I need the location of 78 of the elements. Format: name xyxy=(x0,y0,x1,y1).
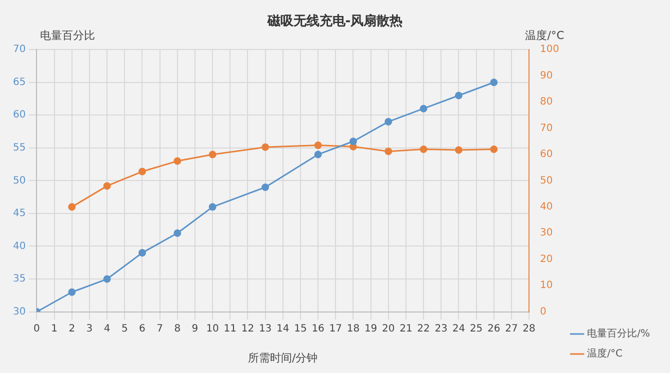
x-tick-label: 6 xyxy=(139,323,146,334)
legend-label: 温度/°C xyxy=(587,348,622,360)
chart-title: 磁吸无线充电-风扇散热 xyxy=(266,13,403,30)
x-tick-label: 18 xyxy=(346,323,360,334)
x-tick-label: 24 xyxy=(452,323,466,334)
x-tick-label: 13 xyxy=(258,323,272,334)
x-tick-label: 20 xyxy=(382,323,395,334)
y-tick-label: 50 xyxy=(12,175,26,186)
point xyxy=(208,150,216,158)
y2-tick-label: 100 xyxy=(540,44,560,56)
point xyxy=(454,92,462,100)
x-tick-label: 5 xyxy=(121,323,128,334)
point xyxy=(349,138,357,146)
x-tick-label: 28 xyxy=(522,323,536,334)
y-tick-label: 65 xyxy=(12,76,26,88)
point xyxy=(68,288,76,296)
y2-tick-label: 60 xyxy=(540,149,553,160)
point xyxy=(138,249,146,257)
point xyxy=(384,148,392,156)
point xyxy=(262,143,270,151)
x-tick-label: 27 xyxy=(505,323,518,334)
x-tick-label: 26 xyxy=(488,323,500,334)
y-tick-label: 45 xyxy=(12,208,26,220)
x-tick-label: 1 xyxy=(51,323,58,334)
legend-label: 电量百分比/% xyxy=(587,328,650,340)
x-tick-label: 7 xyxy=(156,323,163,334)
point xyxy=(262,184,270,192)
y2-tick-label: 70 xyxy=(540,122,553,134)
y2-tick-label: 80 xyxy=(540,96,553,108)
y-tick-label: 35 xyxy=(12,274,26,285)
point xyxy=(490,145,498,153)
point xyxy=(174,229,182,237)
x-tick-label: 11 xyxy=(224,323,236,334)
x-tick-label: 22 xyxy=(417,323,430,334)
point xyxy=(174,157,182,165)
point xyxy=(314,150,322,158)
y2-tick-label: 20 xyxy=(540,254,553,265)
y2-tick-label: 40 xyxy=(540,202,553,213)
y2-tick-label: 90 xyxy=(540,70,553,82)
y-tick-label: 30 xyxy=(12,306,26,318)
x-tick-label: 17 xyxy=(329,323,342,334)
point xyxy=(384,118,392,126)
y2-tick-label: 30 xyxy=(540,228,553,239)
point xyxy=(103,182,111,190)
y-tick-label: 70 xyxy=(12,44,26,56)
x-tick-label: 10 xyxy=(206,323,219,334)
point xyxy=(208,203,216,211)
x-tick-label: 21 xyxy=(400,323,412,334)
point xyxy=(138,168,146,176)
point xyxy=(420,104,428,112)
y2-tick-label: 0 xyxy=(540,306,546,318)
x-tick-label: 15 xyxy=(294,323,307,334)
y-axis-title: 电量百分比 xyxy=(40,28,95,42)
x-tick-label: 14 xyxy=(276,323,290,334)
y2-tick-label: 10 xyxy=(540,280,553,292)
y-tick-label: 40 xyxy=(12,240,26,252)
x-tick-label: 25 xyxy=(470,323,483,334)
x-axis-title: 所需时间/分钟 xyxy=(248,351,318,364)
x-tick-label: 16 xyxy=(312,323,324,334)
x-tick-label: 12 xyxy=(241,323,254,334)
point xyxy=(103,275,111,283)
y-tick-label: 55 xyxy=(12,142,26,154)
point xyxy=(420,145,428,153)
x-tick-label: 2 xyxy=(68,323,76,334)
x-tick-label: 9 xyxy=(192,323,198,334)
point xyxy=(314,142,322,150)
point xyxy=(68,203,76,211)
y-tick-label: 60 xyxy=(12,110,26,121)
x-tick-label: 4 xyxy=(104,323,110,334)
point xyxy=(454,146,462,154)
x-tick-label: 3 xyxy=(86,323,93,334)
x-tick-label: 0 xyxy=(34,323,40,334)
x-tick-label: 23 xyxy=(434,323,448,334)
x-tick-label: 19 xyxy=(364,323,378,334)
y2-tick-label: 50 xyxy=(540,175,553,186)
x-tick-label: 8 xyxy=(174,323,181,334)
y2-axis-title: 温度/°C xyxy=(525,28,564,42)
point xyxy=(490,78,498,86)
